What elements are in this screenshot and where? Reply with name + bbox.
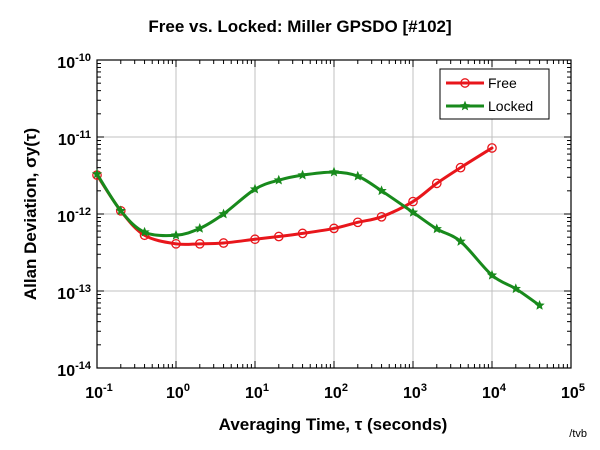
data-point-free [250,234,260,245]
data-point-locked [510,283,521,294]
data-point-locked [486,269,498,280]
data-point-locked [91,168,103,179]
y-tick-label: 10-13 [57,283,91,303]
data-point-free [408,196,418,207]
data-point-locked [194,223,205,233]
data-point-locked [170,229,182,240]
legend-label-free: Free [488,75,517,91]
series-free [92,143,497,249]
plot-frame [96,59,572,369]
y-axis-tick-labels: 10-14 10-13 10-12 10-11 10-10 [57,52,92,380]
data-point-free [455,162,466,173]
data-point-locked [455,236,466,246]
data-point-locked [249,183,261,194]
series-line-free [95,146,494,246]
data-point-locked [297,169,308,180]
x-tick-label: 103 [403,382,427,402]
x-tick-label: 102 [324,382,348,402]
series-locked [91,166,545,310]
data-point-locked [352,170,363,181]
data-point-free [297,228,308,239]
data-point-locked [534,300,545,310]
x-axis-tick-labels: 10-1 100 101 102 103 104 105 [85,382,585,402]
data-point-free [431,178,442,189]
data-point-locked [115,205,126,216]
x-tick-label: 101 [245,382,269,402]
data-point-free [194,238,205,249]
series-line-locked [95,170,542,307]
legend-label-locked: Locked [488,98,533,114]
data-point-free [218,238,229,248]
data-point-locked [407,206,419,217]
data-point-locked [328,166,340,177]
x-tick-label: 104 [482,382,507,402]
x-tick-label: 105 [561,382,585,402]
data-point-free [352,217,363,228]
data-point-free [273,231,284,242]
y-tick-label: 10-14 [57,360,92,380]
y-tick-label: 10-12 [57,206,91,226]
data-point-locked [218,208,229,219]
legend-box [439,68,550,120]
data-point-locked [431,223,442,234]
data-point-free [329,223,339,234]
data-point-locked [139,226,150,237]
legend: Free Locked [439,68,550,120]
legend-marker-free [460,78,470,88]
data-point-locked [273,174,284,185]
data-point-free [487,143,497,153]
chart-title: Free vs. Locked: Miller GPSDO [#102] [148,17,451,36]
data-point-locked [376,185,387,196]
x-tick-label: 100 [166,382,190,402]
y-tick-label: 10-10 [57,52,91,72]
y-axis-label: Allan Deviation, σy(τ) [21,128,40,300]
data-point-free [376,211,387,222]
legend-marker-locked [459,100,471,111]
data-point-free [171,238,181,249]
y-tick-label: 10-11 [58,129,91,149]
data-series [91,143,545,310]
credit-text: /tvb [569,428,587,440]
x-tick-label: 10-1 [85,382,113,402]
x-axis-label: Averaging Time, τ (seconds) [219,415,448,434]
